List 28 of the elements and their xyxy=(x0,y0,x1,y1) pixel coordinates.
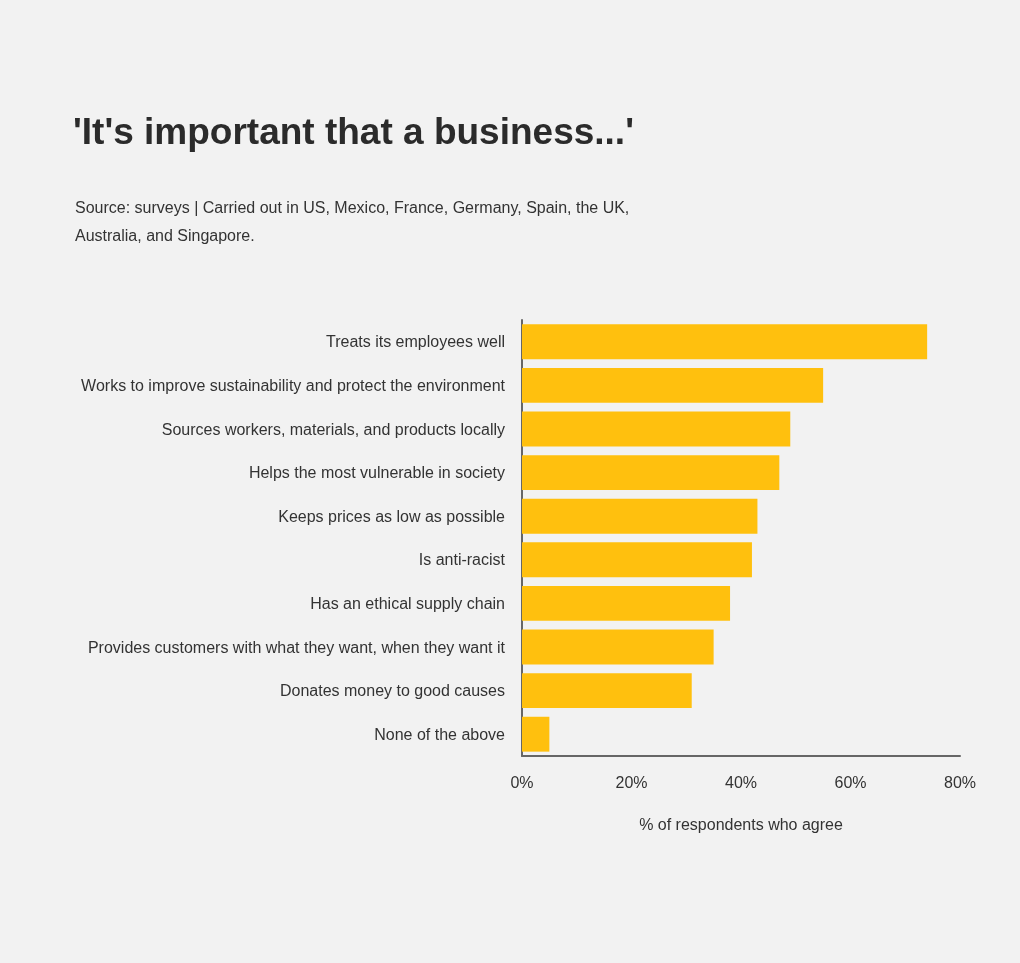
x-tick-label: 0% xyxy=(510,773,534,791)
x-tick-label: 80% xyxy=(943,773,977,791)
y-tick-label: Has an ethical supply chain xyxy=(310,594,505,612)
bar xyxy=(522,498,758,534)
bar xyxy=(522,367,824,403)
chart-title: 'It's important that a business...' xyxy=(73,111,634,152)
y-tick-label: Treats its employees well xyxy=(325,333,505,351)
x-axis-title: % of respondents who agree xyxy=(639,815,843,833)
y-tick-label: Works to improve sustainability and protect the environment xyxy=(81,376,506,394)
x-tick-label: 40% xyxy=(724,773,758,791)
bar xyxy=(522,324,928,360)
y-tick-label: Donates money to good causes xyxy=(279,682,505,700)
bar xyxy=(522,716,550,752)
source-note: Source: surveys | Carried out in US, Mexico, France, Germany, Spain, the UK, Australia, and Singapore. xyxy=(75,198,634,244)
bar xyxy=(522,629,714,665)
y-tick-label: None of the above xyxy=(374,725,506,743)
x-tick-label: 20% xyxy=(615,773,648,791)
y-tick-label: Helps the most vulnerable in society xyxy=(248,464,505,482)
bar xyxy=(522,585,731,621)
bar xyxy=(522,455,780,491)
x-tick-label: 60% xyxy=(834,773,867,791)
y-tick-label: Keeps prices as low as possible xyxy=(278,507,506,525)
bar xyxy=(522,673,692,709)
y-tick-label: Provides customers with what they want, when they want it xyxy=(87,638,506,656)
bar xyxy=(522,411,791,447)
y-tick-label: Sources workers, materials, and products locally xyxy=(161,420,505,438)
bar xyxy=(522,542,752,578)
y-tick-label: Is anti-racist xyxy=(418,551,506,569)
